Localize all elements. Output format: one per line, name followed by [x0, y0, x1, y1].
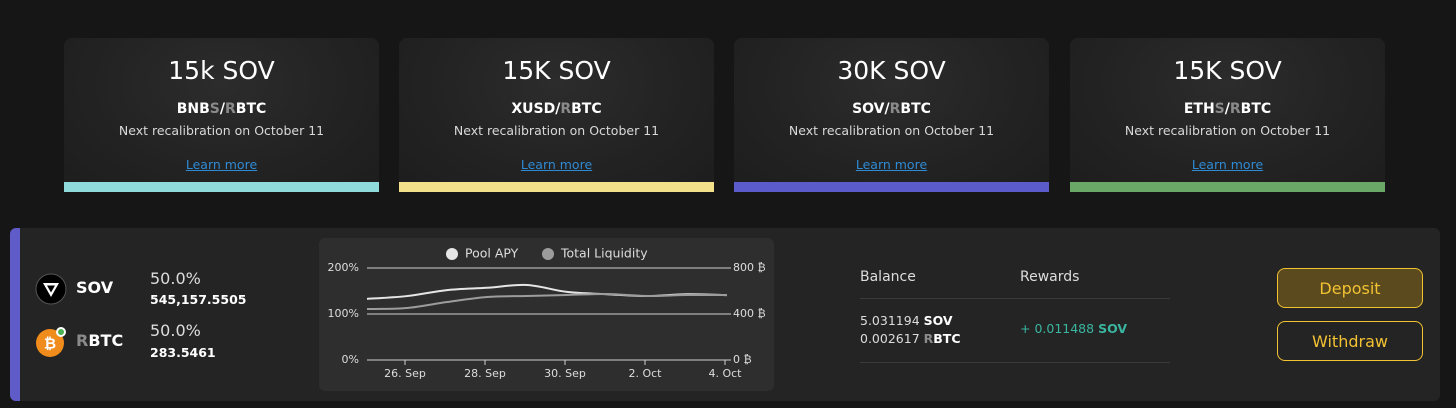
text-part: BTC — [900, 101, 931, 117]
reward-card: 15k SOV BNBS/RBTC Next recalibration on Oc… — [64, 38, 379, 192]
text-part: SOV — [76, 278, 114, 297]
balance-amount: 0.002617 — [860, 331, 920, 346]
rbtc-icon: ₿ — [36, 327, 66, 357]
reward-card: 15K SOV ETHS/RBTC Next recalibration on Oc… — [1070, 38, 1385, 192]
y2-tick-label: 800 ₿ — [733, 261, 766, 274]
rewards-header: Rewards — [1020, 269, 1080, 285]
token-amount: 283.5461 — [150, 345, 216, 360]
card-pair: SOV/RBTC — [734, 101, 1049, 117]
rewards-amount: + 0.011488 — [1020, 321, 1095, 336]
card-title: 15k SOV — [168, 56, 275, 85]
card-note: Next recalibration on October 11 — [453, 123, 660, 138]
y-tick-label: 100% — [328, 307, 359, 320]
text-part: S — [1214, 101, 1225, 117]
text-part: BTC — [88, 331, 124, 350]
text-part: BTC — [571, 101, 602, 117]
text-part: XUSD — [511, 101, 556, 117]
card-color-bar — [399, 182, 714, 192]
learn-more-link[interactable]: Learn more — [855, 157, 928, 172]
text-part: SOV — [852, 101, 885, 117]
chart: 0% 100% 200% 0 ₿ 400 ₿ 800 ₿ 26. Sep 28. Sep 30.… — [319, 238, 774, 391]
text-part: BTC — [1240, 101, 1272, 117]
balance-header: Balance — [860, 269, 916, 285]
token-amount: 545,157.5505 — [150, 292, 247, 307]
text-part: BNB — [176, 101, 210, 117]
card-pair: ETHS/RBTC — [1070, 101, 1385, 117]
text-part: / — [884, 101, 890, 117]
balance-line: 0.002617 RBTC — [860, 331, 961, 346]
card-title: 15K SOV — [1173, 56, 1282, 85]
text-part: R — [889, 101, 901, 117]
token-name: RBTC — [76, 331, 123, 350]
x-tick-label: 26. Sep — [384, 367, 426, 380]
card-color-bar — [1070, 182, 1385, 192]
text-part: / — [219, 101, 225, 117]
balance-unit: RBTC — [924, 331, 961, 346]
x-tick-label: 28. Sep — [464, 367, 506, 380]
text-part: BTC — [235, 101, 267, 117]
y-tick-label: 0% — [342, 353, 359, 366]
y-tick-label: 200% — [328, 261, 359, 274]
learn-more-link[interactable]: Learn more — [1191, 157, 1264, 172]
y2-tick-label: 0 ₿ — [733, 353, 752, 366]
balance-line: 5.031194 SOV — [860, 313, 953, 328]
legend-label: Pool APY — [465, 246, 519, 261]
text-part: / — [1224, 101, 1230, 117]
text-part: SOV — [923, 313, 953, 328]
card-pair: BNBS/RBTC — [64, 101, 379, 117]
x-tick-label: 4. Oct — [708, 367, 742, 380]
x-tick-label: 30. Sep — [544, 367, 586, 380]
divider — [860, 298, 1170, 299]
token-name: SOV — [76, 278, 113, 297]
token-share: 50.0% — [150, 269, 201, 288]
text-part: R — [1229, 101, 1241, 117]
balance-unit: SOV — [924, 313, 953, 328]
rewards-line: + 0.011488 SOV — [1020, 321, 1127, 336]
text-part: R — [76, 331, 89, 350]
legend-marker — [542, 248, 554, 260]
deposit-button[interactable]: Deposit — [1277, 268, 1423, 308]
text-part: ETH — [1183, 101, 1215, 117]
text-part: / — [555, 101, 561, 117]
x-tick-label: 2. Oct — [628, 367, 662, 380]
text-part: S — [209, 101, 220, 117]
legend-marker — [446, 248, 458, 260]
card-note: Next recalibration on October 11 — [788, 123, 995, 138]
text-part: BTC — [933, 331, 961, 346]
card-title: 15K SOV — [502, 56, 611, 85]
card-pair: XUSD/RBTC — [399, 101, 714, 117]
sov-icon — [35, 273, 67, 305]
reward-card: 30K SOV SOV/RBTC Next recalibration on Oct… — [734, 38, 1049, 192]
text-part: R — [225, 101, 236, 117]
card-color-bar — [734, 182, 1049, 192]
card-note: Next recalibration on October 11 — [1124, 123, 1331, 138]
balance-amount: 5.031194 — [860, 313, 920, 328]
card-note: Next recalibration on October 11 — [118, 123, 325, 138]
token-share: 50.0% — [150, 321, 201, 340]
text-part: R — [560, 101, 572, 117]
text-part: R — [923, 331, 934, 346]
svg-text:₿: ₿ — [44, 335, 56, 353]
y2-tick-label: 400 ₿ — [733, 307, 766, 320]
reward-card: 15K SOV XUSD/RBTC Next recalibration on Oc… — [399, 38, 714, 192]
card-title: 30K SOV — [837, 56, 946, 85]
learn-more-link[interactable]: Learn more — [520, 157, 593, 172]
series-line — [366, 292, 728, 311]
legend-label: Total Liquidity — [560, 246, 648, 261]
rewards-unit: SOV — [1098, 321, 1128, 336]
divider — [860, 362, 1170, 363]
learn-more-link[interactable]: Learn more — [185, 157, 258, 172]
withdraw-button[interactable]: Withdraw — [1277, 321, 1423, 361]
card-color-bar — [64, 182, 379, 192]
accent-stripe — [10, 228, 20, 401]
